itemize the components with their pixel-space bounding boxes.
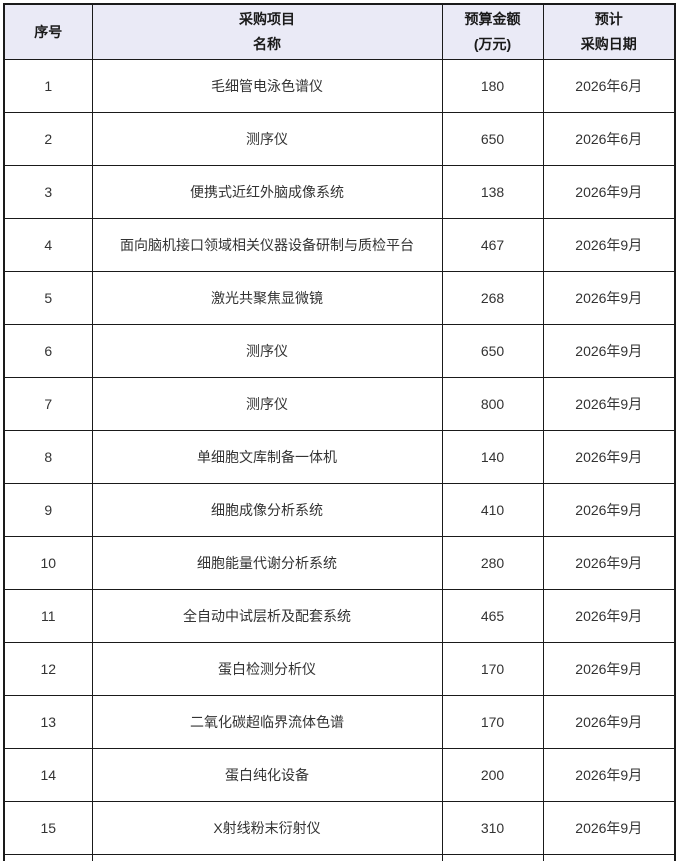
cell-project-name: 单细胞文库制备一体机 [91, 429, 443, 484]
cell-date: 2026年9月 [542, 270, 676, 325]
cell-budget: 170 [441, 694, 544, 749]
table-header: 序号 采购项目 名称 预算金额 (万元) 预计 采购日期 [3, 3, 676, 60]
cell-budget: 650 [441, 111, 544, 166]
table-row: 6 测序仪 650 2026年9月 [3, 323, 676, 378]
table-row [3, 853, 676, 861]
table-row: 15 X射线粉末衍射仪 310 2026年9月 [3, 800, 676, 855]
cell-project-name: 面向脑机接口领域相关仪器设备研制与质检平台 [91, 217, 443, 272]
header-serial-number: 序号 [3, 3, 93, 60]
cell-serial-number [3, 853, 93, 861]
cell-date: 2026年9月 [542, 164, 676, 219]
table-row: 14 蛋白纯化设备 200 2026年9月 [3, 747, 676, 802]
cell-serial-number: 12 [3, 641, 93, 696]
table-row: 3 便携式近红外脑成像系统 138 2026年9月 [3, 164, 676, 219]
table-row: 10 细胞能量代谢分析系统 280 2026年9月 [3, 535, 676, 590]
header-project-name: 采购项目 名称 [91, 3, 443, 60]
cell-project-name: 激光共聚焦显微镜 [91, 270, 443, 325]
cell-project-name: 蛋白检测分析仪 [91, 641, 443, 696]
header-budget-amount: 预算金额 (万元) [441, 3, 544, 60]
cell-budget: 268 [441, 270, 544, 325]
cell-date: 2026年9月 [542, 747, 676, 802]
cell-budget: 467 [441, 217, 544, 272]
table-row: 7 测序仪 800 2026年9月 [3, 376, 676, 431]
cell-budget: 180 [441, 58, 544, 113]
header-line: 预算金额 [464, 11, 521, 28]
cell-project-name: 二氧化碳超临界流体色谱 [91, 694, 443, 749]
table-row: 13 二氧化碳超临界流体色谱 170 2026年9月 [3, 694, 676, 749]
table-row: 4 面向脑机接口领域相关仪器设备研制与质检平台 467 2026年9月 [3, 217, 676, 272]
cell-serial-number: 7 [3, 376, 93, 431]
cell-serial-number: 10 [3, 535, 93, 590]
cell-serial-number: 9 [3, 482, 93, 537]
cell-serial-number: 8 [3, 429, 93, 484]
cell-budget: 200 [441, 747, 544, 802]
cell-date: 2026年9月 [542, 694, 676, 749]
cell-date: 2026年6月 [542, 58, 676, 113]
cell-date: 2026年9月 [542, 429, 676, 484]
cell-project-name: 毛细管电泳色谱仪 [91, 58, 443, 113]
cell-serial-number: 13 [3, 694, 93, 749]
cell-budget: 140 [441, 429, 544, 484]
cell-project-name: 蛋白纯化设备 [91, 747, 443, 802]
cell-serial-number: 4 [3, 217, 93, 272]
table-row: 8 单细胞文库制备一体机 140 2026年9月 [3, 429, 676, 484]
cell-project-name: 全自动中试层析及配套系统 [91, 588, 443, 643]
cell-serial-number: 11 [3, 588, 93, 643]
cell-date: 2026年9月 [542, 535, 676, 590]
header-line: 序号 [34, 23, 63, 40]
cell-serial-number: 1 [3, 58, 93, 113]
header-line: (万元) [473, 35, 512, 52]
cell-serial-number: 5 [3, 270, 93, 325]
cell-budget: 138 [441, 164, 544, 219]
cell-budget: 800 [441, 376, 544, 431]
header-line: 预计 [594, 11, 623, 28]
cell-date: 2026年9月 [542, 641, 676, 696]
cell-serial-number: 14 [3, 747, 93, 802]
cell-serial-number: 6 [3, 323, 93, 378]
cell-budget: 170 [441, 641, 544, 696]
cell-project-name: 测序仪 [91, 376, 443, 431]
cell-date: 2026年6月 [542, 111, 676, 166]
cell-budget: 310 [441, 800, 544, 855]
cell-project-name: 测序仪 [91, 323, 443, 378]
table-row: 5 激光共聚焦显微镜 268 2026年9月 [3, 270, 676, 325]
table-row: 12 蛋白检测分析仪 170 2026年9月 [3, 641, 676, 696]
cell-date: 2026年9月 [542, 482, 676, 537]
table-row: 1 毛细管电泳色谱仪 180 2026年6月 [3, 58, 676, 113]
cell-date: 2026年9月 [542, 800, 676, 855]
cell-budget: 410 [441, 482, 544, 537]
cell-project-name: 测序仪 [91, 111, 443, 166]
cell-project-name: 细胞能量代谢分析系统 [91, 535, 443, 590]
cell-date: 2026年9月 [542, 588, 676, 643]
cell-serial-number: 15 [3, 800, 93, 855]
header-line: 名称 [253, 35, 281, 52]
cell-budget: 280 [441, 535, 544, 590]
cell-budget: 465 [441, 588, 544, 643]
header-planned-purchase-date: 预计 采购日期 [542, 3, 676, 60]
cell-project-name: 细胞成像分析系统 [91, 482, 443, 537]
cell-date [542, 853, 676, 861]
procurement-table: 序号 采购项目 名称 预算金额 (万元) 预计 采购日期 1 毛细管电泳色谱 [3, 3, 676, 861]
cell-date: 2026年9月 [542, 217, 676, 272]
cell-date: 2026年9月 [542, 376, 676, 431]
header-line: 采购项目 [239, 11, 295, 28]
table-row: 11 全自动中试层析及配套系统 465 2026年9月 [3, 588, 676, 643]
table-row: 2 测序仪 650 2026年6月 [3, 111, 676, 166]
cell-budget [441, 853, 544, 861]
table-row: 9 细胞成像分析系统 410 2026年9月 [3, 482, 676, 537]
cell-project-name: 便携式近红外脑成像系统 [91, 164, 443, 219]
cell-project-name: X射线粉末衍射仪 [91, 800, 443, 855]
cell-serial-number: 3 [3, 164, 93, 219]
cell-serial-number: 2 [3, 111, 93, 166]
header-row: 序号 采购项目 名称 预算金额 (万元) 预计 采购日期 [3, 3, 676, 60]
cell-project-name [91, 853, 443, 861]
table-body: 1 毛细管电泳色谱仪 180 2026年6月 2 测序仪 650 2026年6月… [3, 58, 676, 861]
header-line: 采购日期 [580, 35, 637, 52]
cell-budget: 650 [441, 323, 544, 378]
cell-date: 2026年9月 [542, 323, 676, 378]
